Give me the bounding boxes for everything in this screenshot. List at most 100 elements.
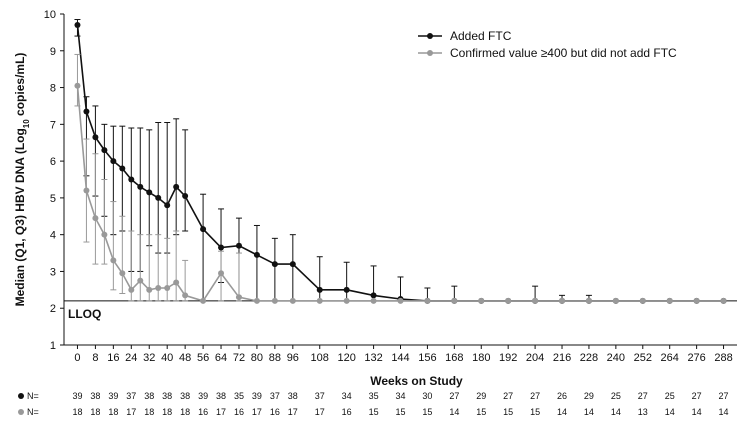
n-value: 29 <box>476 391 486 401</box>
n-value: 18 <box>180 407 190 417</box>
x-tick-label: 252 <box>634 352 652 364</box>
n-row-2: N= 18 18 18 17 18 18 18 16 17 16 17 16 17 17 16 15 15 15 14… <box>18 407 729 417</box>
n-value: 17 <box>315 407 325 417</box>
series-line <box>76 85 724 302</box>
data-point <box>253 297 260 304</box>
x-tick-label: 264 <box>661 352 679 364</box>
x-tick-label: 96 <box>287 352 299 364</box>
n-value: 17 <box>288 407 298 417</box>
y-tick-label: 9 <box>50 46 56 58</box>
n-value: 34 <box>342 391 352 401</box>
n-value: 14 <box>692 407 702 417</box>
n-value: 17 <box>216 407 226 417</box>
y-axis-title-part: Median (Q1, Q3) HBV DNA (Log <box>13 128 27 306</box>
n-value: 16 <box>198 407 208 417</box>
n-value: 26 <box>557 391 567 401</box>
data-point <box>612 297 619 304</box>
n-at-risk-table: N= 39 38 39 37 38 38 38 39 38 35 39 37 38 37 34 35 34 30 27… <box>18 391 729 417</box>
data-point <box>666 297 673 304</box>
data-point <box>271 261 278 268</box>
n-value: 16 <box>234 407 244 417</box>
data-point <box>74 22 81 29</box>
x-tick-label: 168 <box>445 352 463 364</box>
n-value: 34 <box>395 391 405 401</box>
data-point <box>173 279 180 286</box>
x-tick-label: 80 <box>251 352 263 364</box>
y-tick-label: 1 <box>50 340 56 352</box>
x-tick-label: 144 <box>391 352 409 364</box>
y-tick-label: 4 <box>50 230 56 242</box>
data-point <box>164 284 171 291</box>
x-tick-label: 56 <box>197 352 209 364</box>
n-value: 38 <box>216 391 226 401</box>
data-point <box>424 297 431 304</box>
lloq-label: LLOQ <box>68 307 101 321</box>
data-point <box>451 297 458 304</box>
n-value: 25 <box>665 391 675 401</box>
n-value: 35 <box>369 391 379 401</box>
data-point <box>253 251 260 258</box>
legend-item-1: Added FTC <box>418 29 512 43</box>
y-axis-title-part: copies/mL) <box>13 53 27 120</box>
n-row-marker <box>18 409 24 415</box>
data-point <box>505 297 512 304</box>
n-value: 39 <box>72 391 82 401</box>
x-tick-label: 216 <box>553 352 571 364</box>
n-value: 27 <box>638 391 648 401</box>
x-tick-label: 288 <box>714 352 732 364</box>
n-value: 27 <box>503 391 513 401</box>
n-value: 15 <box>395 407 405 417</box>
y-tick-label: 8 <box>50 83 56 95</box>
data-point <box>155 284 162 291</box>
n-value: 15 <box>530 407 540 417</box>
legend-item-2: Confirmed value ≥400 but did not add FTC <box>418 46 677 60</box>
x-tick-label: 8 <box>92 352 98 364</box>
x-tick-label: 156 <box>418 352 436 364</box>
n-value: 16 <box>342 407 352 417</box>
legend-label: Added FTC <box>450 29 512 43</box>
n-value: 38 <box>288 391 298 401</box>
data-point <box>343 297 350 304</box>
data-point <box>173 183 180 190</box>
data-point <box>585 297 592 304</box>
x-tick-label: 240 <box>607 352 625 364</box>
n-value: 38 <box>90 391 100 401</box>
data-point <box>316 297 323 304</box>
data-point <box>289 297 296 304</box>
data-point <box>137 183 144 190</box>
n-row-marker <box>18 393 24 399</box>
data-point <box>316 286 323 293</box>
x-tick-label: 16 <box>107 352 119 364</box>
data-point <box>235 242 242 249</box>
n-value: 14 <box>611 407 621 417</box>
n-value: 14 <box>449 407 459 417</box>
data-point <box>74 82 81 89</box>
x-tick-label: 192 <box>499 352 517 364</box>
data-point <box>164 202 171 209</box>
n-value: 14 <box>557 407 567 417</box>
n-value: 14 <box>584 407 594 417</box>
x-tick-label: 32 <box>143 352 155 364</box>
series-layer <box>74 19 727 304</box>
data-point <box>343 286 350 293</box>
legend-label: Confirmed value ≥400 but did not add FTC <box>450 46 677 60</box>
n-value: 30 <box>422 391 432 401</box>
x-tick-label: 72 <box>233 352 245 364</box>
n-value: 38 <box>180 391 190 401</box>
x-tick-label: 204 <box>526 352 544 364</box>
data-point <box>532 297 539 304</box>
n-row-label: N= <box>27 407 39 417</box>
n-value: 27 <box>692 391 702 401</box>
data-point <box>271 297 278 304</box>
n-value: 14 <box>665 407 675 417</box>
x-axis-title: Weeks on Study <box>370 374 463 388</box>
x-tick-label: 48 <box>179 352 191 364</box>
data-point <box>370 297 377 304</box>
n-value: 37 <box>270 391 280 401</box>
data-point <box>693 297 700 304</box>
n-value: 39 <box>252 391 262 401</box>
data-point <box>137 277 144 284</box>
y-tick-label: 10 <box>44 9 56 21</box>
n-value: 17 <box>126 407 136 417</box>
